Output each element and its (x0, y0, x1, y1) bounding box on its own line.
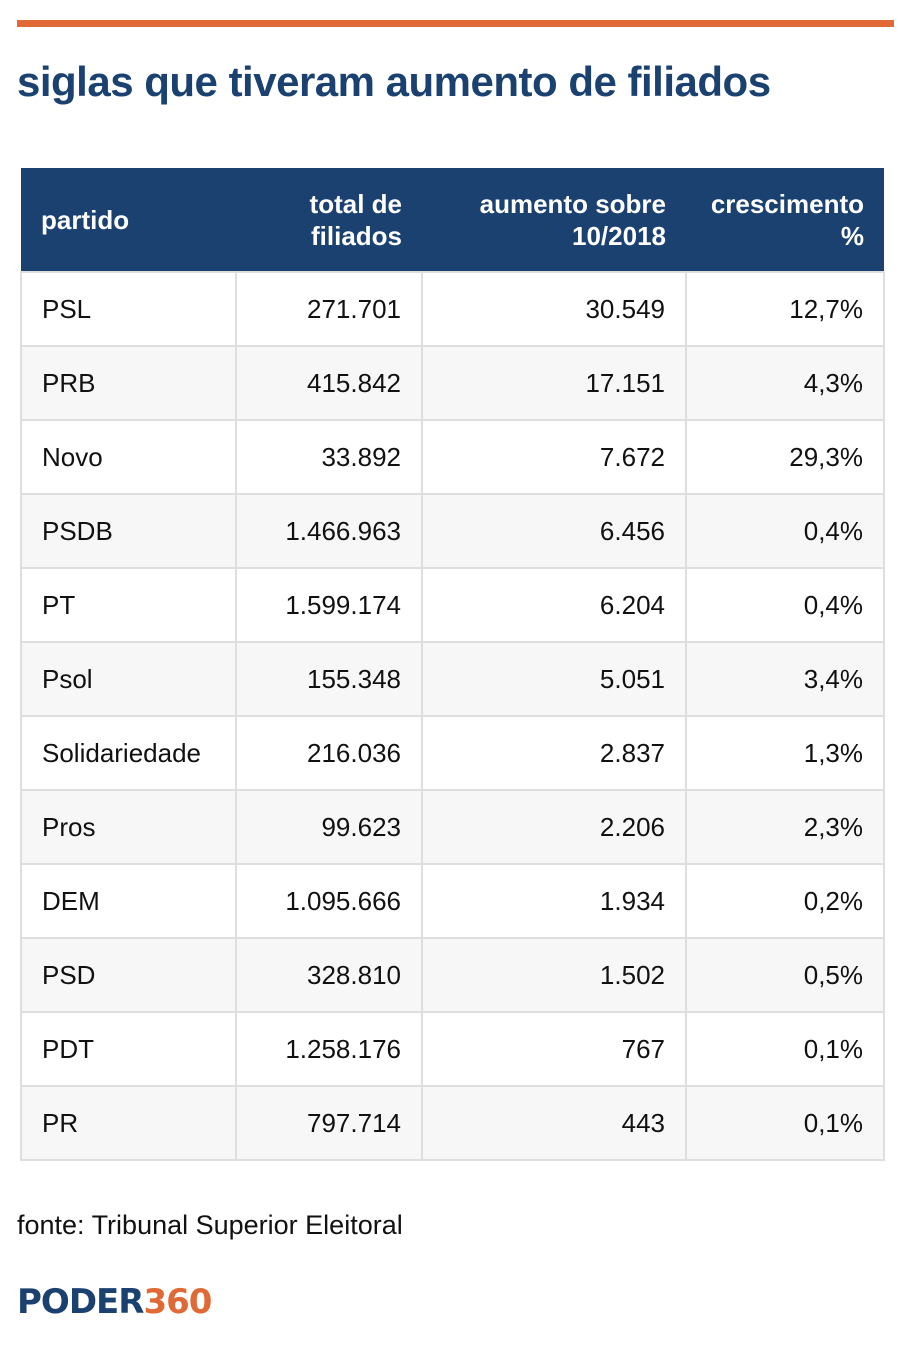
cell-aumento: 767 (421, 1011, 687, 1087)
table-row: Psol 155.348 5.051 3,4% (20, 641, 885, 717)
cell-partido: DEM (20, 863, 237, 939)
logo-number: 360 (143, 1282, 212, 1322)
source-note: fonte: Tribunal Superior Eleitoral (17, 1210, 403, 1240)
cell-total-filiados: 216.036 (235, 715, 423, 791)
cell-crescimento: 0,2% (685, 863, 885, 939)
column-header-line: filiados (310, 220, 402, 251)
cell-aumento: 17.151 (421, 345, 687, 421)
cell-aumento: 7.672 (421, 419, 687, 495)
cell-total-filiados: 328.810 (235, 937, 423, 1013)
chart-title: siglas que tiveram aumento de filiados (17, 58, 771, 105)
filiados-table: partido total de filiados aumento sobre … (20, 168, 885, 1161)
table-row: PSD 328.810 1.502 0,5% (20, 937, 885, 1013)
poder360-logo: PODER360 (17, 1282, 212, 1322)
table-row: PSL 271.701 30.549 12,7% (20, 271, 885, 347)
cell-aumento: 30.549 (421, 271, 687, 347)
column-header-line: 10/2018 (572, 220, 666, 251)
cell-total-filiados: 415.842 (235, 345, 423, 421)
logo-word: PODER (17, 1282, 144, 1322)
table-body: PSL 271.701 30.549 12,7% PRB 415.842 17.151 4,3… (20, 271, 885, 1161)
cell-partido: PSL (20, 271, 237, 347)
column-header-line: total de (309, 188, 402, 219)
column-header-partido: partido (21, 168, 236, 272)
cell-partido: Novo (20, 419, 237, 495)
cell-aumento: 2.206 (421, 789, 687, 865)
cell-partido: Psol (20, 641, 237, 717)
cell-total-filiados: 1.599.174 (235, 567, 423, 643)
cell-crescimento: 12,7% (685, 271, 885, 347)
table-row: PT 1.599.174 6.204 0,4% (20, 567, 885, 643)
table-row: DEM 1.095.666 1.934 0,2% (20, 863, 885, 939)
column-header-line: aumento sobre (479, 188, 666, 219)
cell-aumento: 6.204 (421, 567, 687, 643)
cell-total-filiados: 797.714 (235, 1085, 423, 1161)
cell-total-filiados: 1.095.666 (235, 863, 423, 939)
cell-crescimento: 0,5% (685, 937, 885, 1013)
cell-crescimento: 3,4% (685, 641, 885, 717)
table-row: PSDB 1.466.963 6.456 0,4% (20, 493, 885, 569)
column-header-crescimento: crescimento % (686, 168, 884, 272)
column-header-line: % (840, 220, 864, 251)
cell-total-filiados: 155.348 (235, 641, 423, 717)
cell-crescimento: 0,1% (685, 1085, 885, 1161)
cell-partido: PRB (20, 345, 237, 421)
top-accent-rule (17, 20, 894, 27)
cell-crescimento: 0,4% (685, 493, 885, 569)
cell-aumento: 2.837 (421, 715, 687, 791)
cell-crescimento: 29,3% (685, 419, 885, 495)
column-header-aumento: aumento sobre 10/2018 (422, 168, 686, 272)
table-row: Pros 99.623 2.206 2,3% (20, 789, 885, 865)
cell-aumento: 5.051 (421, 641, 687, 717)
table-header-row: partido total de filiados aumento sobre … (21, 168, 884, 272)
column-header-line: crescimento (710, 188, 864, 219)
cell-crescimento: 1,3% (685, 715, 885, 791)
cell-crescimento: 0,4% (685, 567, 885, 643)
cell-partido: PSD (20, 937, 237, 1013)
cell-total-filiados: 1.466.963 (235, 493, 423, 569)
table-row: Novo 33.892 7.672 29,3% (20, 419, 885, 495)
cell-crescimento: 2,3% (685, 789, 885, 865)
cell-aumento: 1.502 (421, 937, 687, 1013)
cell-crescimento: 0,1% (685, 1011, 885, 1087)
cell-total-filiados: 33.892 (235, 419, 423, 495)
column-header-line: partido (41, 204, 130, 235)
cell-partido: Solidariedade (20, 715, 237, 791)
cell-aumento: 443 (421, 1085, 687, 1161)
cell-crescimento: 4,3% (685, 345, 885, 421)
table-row: PRB 415.842 17.151 4,3% (20, 345, 885, 421)
cell-partido: PT (20, 567, 237, 643)
cell-partido: PSDB (20, 493, 237, 569)
cell-total-filiados: 1.258.176 (235, 1011, 423, 1087)
cell-aumento: 6.456 (421, 493, 687, 569)
column-header-total-filiados: total de filiados (236, 168, 422, 272)
cell-partido: PDT (20, 1011, 237, 1087)
cell-total-filiados: 271.701 (235, 271, 423, 347)
cell-aumento: 1.934 (421, 863, 687, 939)
cell-total-filiados: 99.623 (235, 789, 423, 865)
cell-partido: Pros (20, 789, 237, 865)
table-row: Solidariedade 216.036 2.837 1,3% (20, 715, 885, 791)
cell-partido: PR (20, 1085, 237, 1161)
table-row: PR 797.714 443 0,1% (20, 1085, 885, 1161)
table-row: PDT 1.258.176 767 0,1% (20, 1011, 885, 1087)
